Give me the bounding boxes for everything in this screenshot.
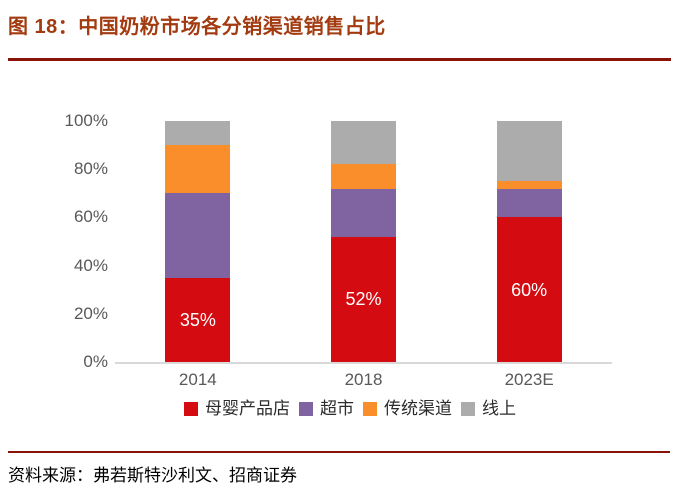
bar-segment-超市 [331,188,396,237]
bar-segment-母婴产品店: 60% [496,217,562,362]
y-tick-label: 60% [73,207,108,227]
legend-item-线上: 线上 [461,399,516,419]
legend-item-传统渠道: 传统渠道 [363,399,452,419]
bar-data-label: 60% [511,279,548,300]
y-tick-label: 20% [73,303,108,323]
stacked-bar-plot-area: 35% 52% 60% [115,121,612,364]
legend-swatch-icon [299,402,313,417]
y-tick-label: 100% [64,111,108,130]
legend-label: 超市 [320,399,354,418]
source-text: 资料来源：弗若斯特沙利文、招商证券 [8,466,297,485]
title-divider-line [8,58,671,61]
legend-item-母婴产品店: 母婴产品店 [184,399,290,419]
bar-segment-母婴产品店: 35% [165,277,231,362]
bar-segment-传统渠道 [331,164,396,189]
x-tick-label: 2023E [504,370,554,389]
legend-swatch-icon [184,402,198,417]
y-tick-label: 40% [73,255,108,275]
chart-legend: 母婴产品店 超市 传统渠道 线上 [0,399,700,419]
bar-2014: 35% [165,121,231,362]
y-tick-label: 80% [73,159,108,179]
y-tick-label: 0% [83,352,108,371]
x-tick-label: 2014 [178,370,217,389]
source-divider-line [8,451,670,453]
bar-segment-线上 [496,121,562,182]
legend-label: 传统渠道 [384,399,452,418]
legend-swatch-icon [461,402,475,417]
bar-segment-母婴产品店: 52% [331,236,396,362]
bar-segment-线上 [331,121,396,165]
bar-segment-超市 [496,188,562,218]
legend-label: 母婴产品店 [205,399,290,418]
bar-2023E: 60% [496,121,562,362]
x-tick-label: 2018 [344,370,383,389]
bar-segment-传统渠道 [496,181,562,189]
legend-swatch-icon [363,402,377,417]
bar-segment-线上 [165,121,231,146]
bar-2018: 52% [331,121,396,362]
bar-segment-传统渠道 [165,145,231,194]
legend-label: 线上 [482,399,516,418]
legend-item-超市: 超市 [299,399,354,419]
figure-title: 图 18：中国奶粉市场各分销渠道销售占比 [8,16,386,38]
bar-segment-超市 [165,193,231,278]
bar-data-label: 52% [345,289,382,310]
bar-data-label: 35% [179,309,216,330]
